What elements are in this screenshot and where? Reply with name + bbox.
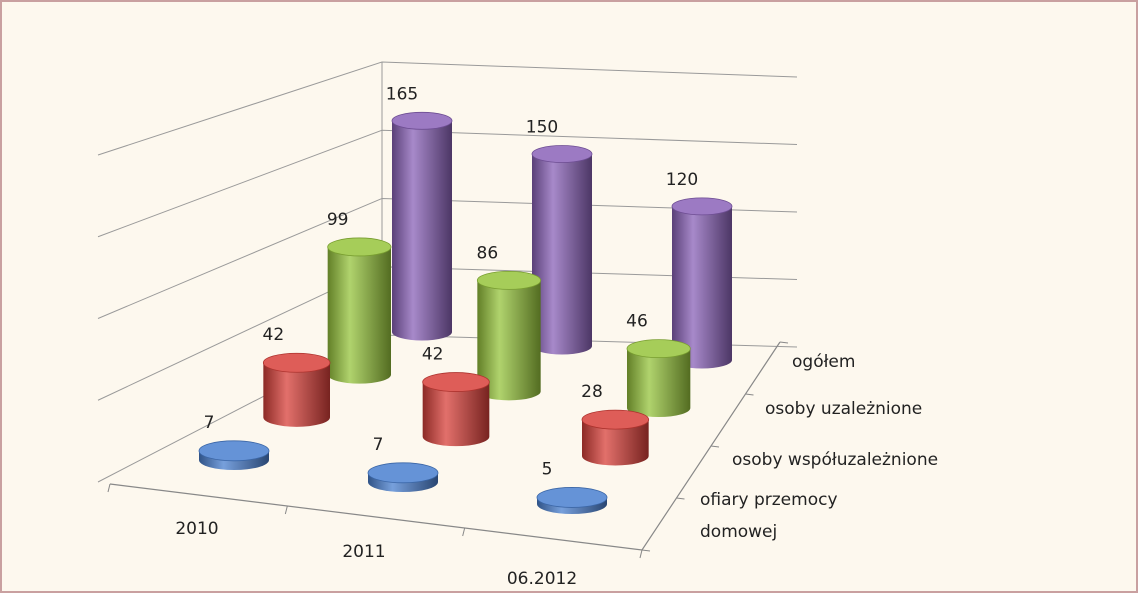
value-label: 86 (477, 243, 499, 263)
depth-tick (676, 497, 685, 500)
value-label: 165 (386, 84, 418, 104)
depth-label: ogółem (792, 352, 856, 372)
cylinder (367, 462, 439, 492)
cylinder (327, 237, 392, 384)
cylinder (671, 197, 733, 369)
x-tick (284, 505, 288, 515)
x-tick-label: 06.2012 (507, 569, 577, 589)
value-label: 42 (422, 345, 444, 365)
depth-tick (641, 549, 651, 552)
cylinder (626, 339, 691, 417)
value-label: 7 (373, 435, 384, 455)
depth-tick (745, 393, 754, 396)
cylinder (536, 487, 608, 514)
x-tick (462, 527, 466, 537)
depth-label: ofiary przemocy domowej (700, 490, 838, 542)
cylinder (476, 270, 542, 401)
depth-label: osoby uzależnione (765, 399, 923, 419)
value-label: 99 (327, 210, 349, 230)
cylinder (422, 372, 490, 447)
x-tick-label: 2010 (175, 519, 218, 539)
value-label: 5 (542, 459, 553, 479)
value-label: 150 (526, 118, 558, 138)
cylinder (391, 111, 453, 341)
value-label: 28 (581, 382, 603, 402)
cylinder (198, 440, 270, 470)
depth-tick (779, 341, 789, 344)
value-label: 46 (626, 312, 648, 332)
x-tick-label: 2011 (342, 542, 385, 562)
x-tick (107, 483, 111, 493)
cylinder (531, 145, 593, 355)
value-label: 7 (204, 413, 215, 433)
cylinder (581, 409, 650, 466)
x-tick (639, 549, 643, 559)
value-label: 120 (666, 170, 698, 190)
value-label: 42 (263, 325, 285, 345)
depth-tick (710, 445, 720, 448)
depth-label: osoby współuzależnione (732, 450, 939, 470)
cylinder (262, 352, 331, 427)
